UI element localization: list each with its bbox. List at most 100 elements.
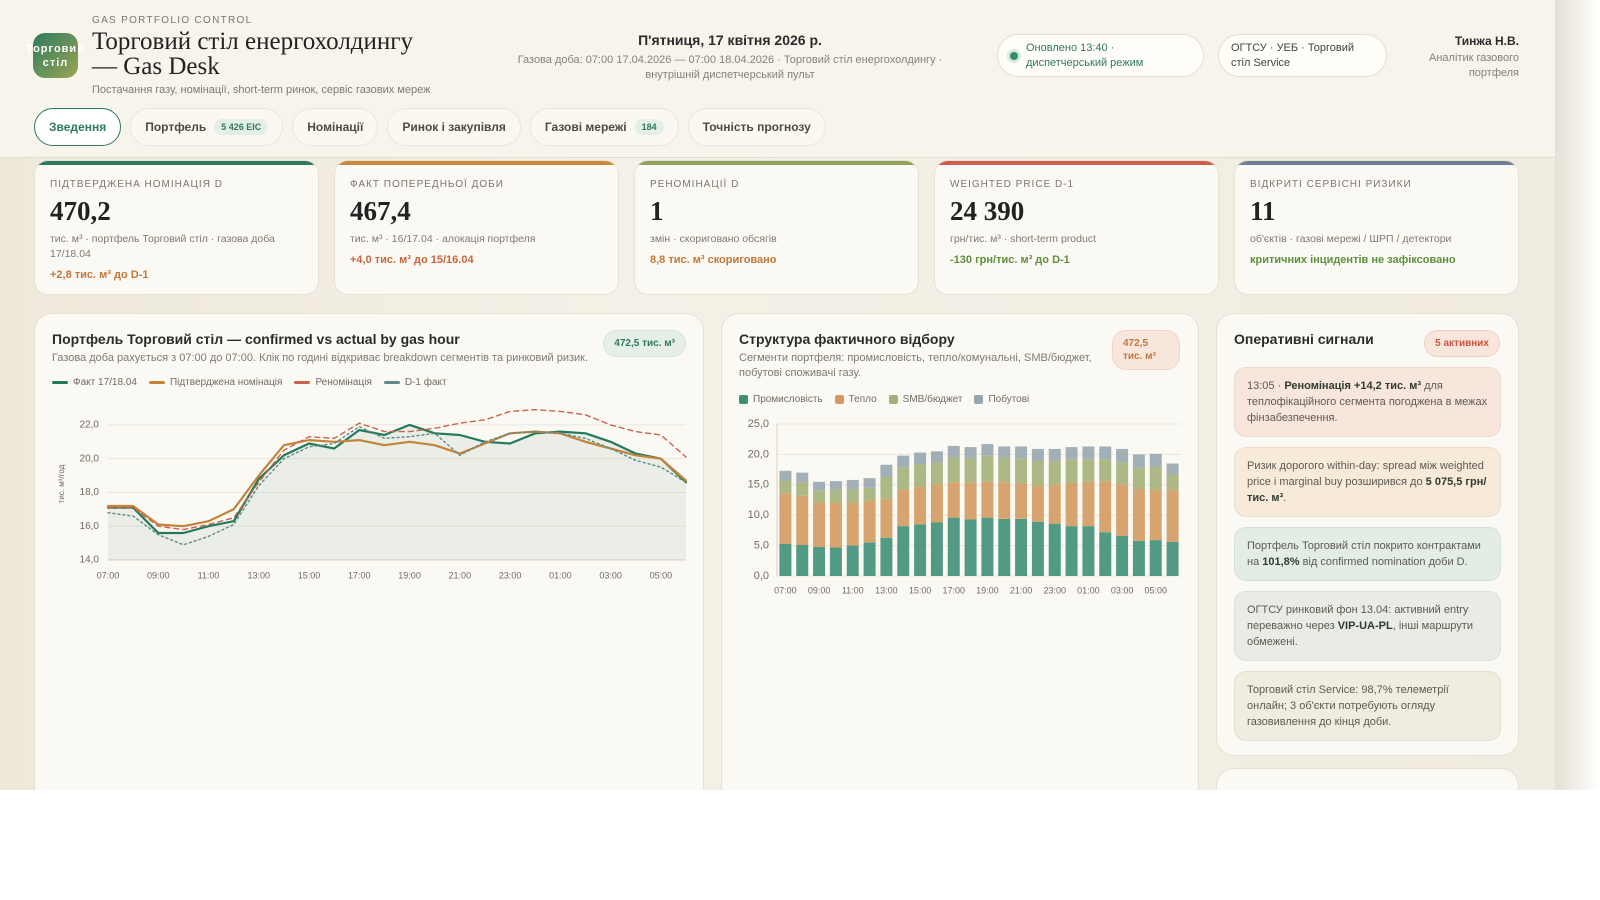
user[interactable]: Тинжа Н.В. Аналітик газового портфеля xyxy=(1380,34,1519,81)
signal-text: 5 075,5 грн/тис. м³ xyxy=(1247,476,1487,504)
bar-segment xyxy=(863,478,876,488)
bar-segment xyxy=(863,487,876,501)
x-tick-label: 01:00 xyxy=(549,570,572,580)
x-tick-label: 11:00 xyxy=(842,585,864,595)
bar-segment xyxy=(998,446,1011,459)
bar-segment xyxy=(846,489,859,504)
bar-segment xyxy=(1065,447,1078,460)
bar-segment xyxy=(829,481,842,490)
kpi-unit: об'єктів · газові мережі / ШРП / детекто… xyxy=(1250,233,1452,245)
x-tick-label: 17:00 xyxy=(942,585,965,595)
logo: Торговий стіл xyxy=(26,33,84,78)
bar-segment xyxy=(1132,540,1145,576)
signal-text: Портфель Торговий стіл покрито контракта… xyxy=(1247,540,1481,568)
legend-label: Підтверджена номінація xyxy=(169,377,283,388)
x-tick-label: 05:00 xyxy=(650,570,673,580)
bar-segment xyxy=(796,472,809,483)
bar-segment xyxy=(1048,484,1061,524)
signal-text: від confirmed nomination доби D. xyxy=(1299,556,1468,568)
x-tick-label: 23:00 xyxy=(499,570,522,580)
bar-segment xyxy=(914,464,927,487)
y-tick-label: 16,0 xyxy=(80,521,100,532)
legend-swatch xyxy=(888,395,898,404)
scope-pill[interactable]: ОГТСУ · УЕБ · Торговий стіл Service xyxy=(1218,34,1387,77)
tab[interactable]: Зведення xyxy=(34,108,122,146)
app-title: Торговий стіл енергохолдингу — Gas Desk xyxy=(92,28,414,80)
tab-badge: 184 xyxy=(634,119,664,135)
bar-segment xyxy=(796,495,809,545)
x-tick-label: 13:00 xyxy=(248,570,271,580)
kpi-value: 1 xyxy=(650,196,664,226)
bar-segment xyxy=(981,455,994,482)
bar-segment xyxy=(1082,481,1095,527)
line xyxy=(106,430,688,528)
signal[interactable]: Ризик дорогого within-day: spread між we… xyxy=(1234,447,1501,517)
legend-item[interactable]: Промисловість xyxy=(739,394,823,405)
bar-segment xyxy=(779,493,792,544)
bar-segment xyxy=(914,486,927,525)
bar-segment xyxy=(1166,474,1179,490)
tab[interactable]: Ринок і закупівля xyxy=(387,108,521,146)
signal[interactable]: Портфель Торговий стіл покрито контракта… xyxy=(1234,527,1501,581)
legend-label: Реномінація xyxy=(315,377,372,388)
tab-label: Портфель xyxy=(145,120,207,134)
tab[interactable]: Номінації xyxy=(292,108,379,146)
legend-label: SMB/бюджет xyxy=(902,394,963,405)
panel-badge: 5 активних xyxy=(1424,330,1500,357)
legend-item[interactable]: SMB/бюджет xyxy=(888,394,963,405)
edge-shade xyxy=(1555,0,1600,790)
tab[interactable]: Точність прогнозу xyxy=(687,108,826,146)
kpi-unit: грн/тис. м³ · short-term product xyxy=(950,233,1096,245)
signal-text: для теплофікаційного сегмента погоджена … xyxy=(1247,380,1488,424)
x-tick-label: 11:00 xyxy=(198,570,220,580)
bar-segment xyxy=(846,503,859,546)
bar-segment xyxy=(930,451,943,463)
legend-swatch xyxy=(383,381,400,384)
legend-item[interactable]: Реномінація xyxy=(294,377,372,388)
signal[interactable]: ОГТСУ ринковий фон 13.04: активний entry… xyxy=(1234,591,1501,661)
y-tick-label: 5,0 xyxy=(754,540,769,552)
tab-label: Точність прогнозу xyxy=(702,120,811,134)
app: Торговий стіл GAS PORTFOLIO CONTROL Торг… xyxy=(0,0,1555,790)
legend-item[interactable]: Підтверджена номінація xyxy=(148,377,283,388)
bar-segment xyxy=(1099,532,1112,576)
bar-segment xyxy=(964,458,977,483)
bar-segment xyxy=(1031,448,1044,461)
legend-item[interactable]: D-1 факт xyxy=(383,377,447,388)
kpi-label: ПІДТВЕРДЖЕНА НОМІНАЦІЯ D xyxy=(50,179,223,190)
bar-segment xyxy=(1166,541,1179,576)
kpi-label: ВІДКРИТІ СЕРВІСНІ РИЗИКИ xyxy=(1250,179,1412,190)
bar-segment xyxy=(981,444,994,456)
bar-segment xyxy=(964,482,977,520)
tab[interactable]: Газові мережі 184 xyxy=(529,108,679,146)
legend-item[interactable]: Побутові xyxy=(974,394,1029,405)
bar-segment xyxy=(880,498,893,538)
legend-swatch xyxy=(739,395,748,404)
bar-segment xyxy=(1031,460,1044,486)
bar-segment xyxy=(998,518,1011,576)
legend-item[interactable]: Тепло xyxy=(834,394,877,405)
bar-segment xyxy=(779,470,792,481)
x-tick-label: 01:00 xyxy=(1077,585,1100,595)
tab[interactable]: Портфель 5 426 EIC xyxy=(130,108,284,146)
signal-list: 13:05 · Реномінація +14,2 тис. м³ для те… xyxy=(1234,367,1501,751)
legend-item[interactable]: Факт 17/18.04 xyxy=(52,377,137,388)
kpi-value: 467,4 xyxy=(350,196,411,226)
x-tick-label: 09:00 xyxy=(808,585,831,595)
bar-segment xyxy=(1116,448,1129,463)
x-tick-label: 15:00 xyxy=(298,570,321,580)
legend-label: Промисловість xyxy=(753,394,823,405)
y-tick-label: 18,0 xyxy=(80,487,100,498)
tabs: Зведення Портфель 5 426 EIC Номінації Ринок … xyxy=(34,108,826,146)
y-tick-label: 0,0 xyxy=(754,570,769,582)
bar-segment xyxy=(1015,458,1028,484)
bar-segment xyxy=(829,502,842,548)
bar-segment xyxy=(1099,459,1112,482)
legend-swatch xyxy=(834,395,844,404)
signal[interactable]: Торговий стіл Service: 98,7% телеметрії … xyxy=(1234,671,1501,741)
bar-segment xyxy=(880,476,893,499)
y-axis-label: тис. м³/год xyxy=(57,464,66,503)
legend-swatch xyxy=(52,381,68,384)
signal[interactable]: 13:05 · Реномінація +14,2 тис. м³ для те… xyxy=(1234,367,1501,437)
app-subtitle: Постачання газу, номінації, short-term р… xyxy=(92,84,431,96)
